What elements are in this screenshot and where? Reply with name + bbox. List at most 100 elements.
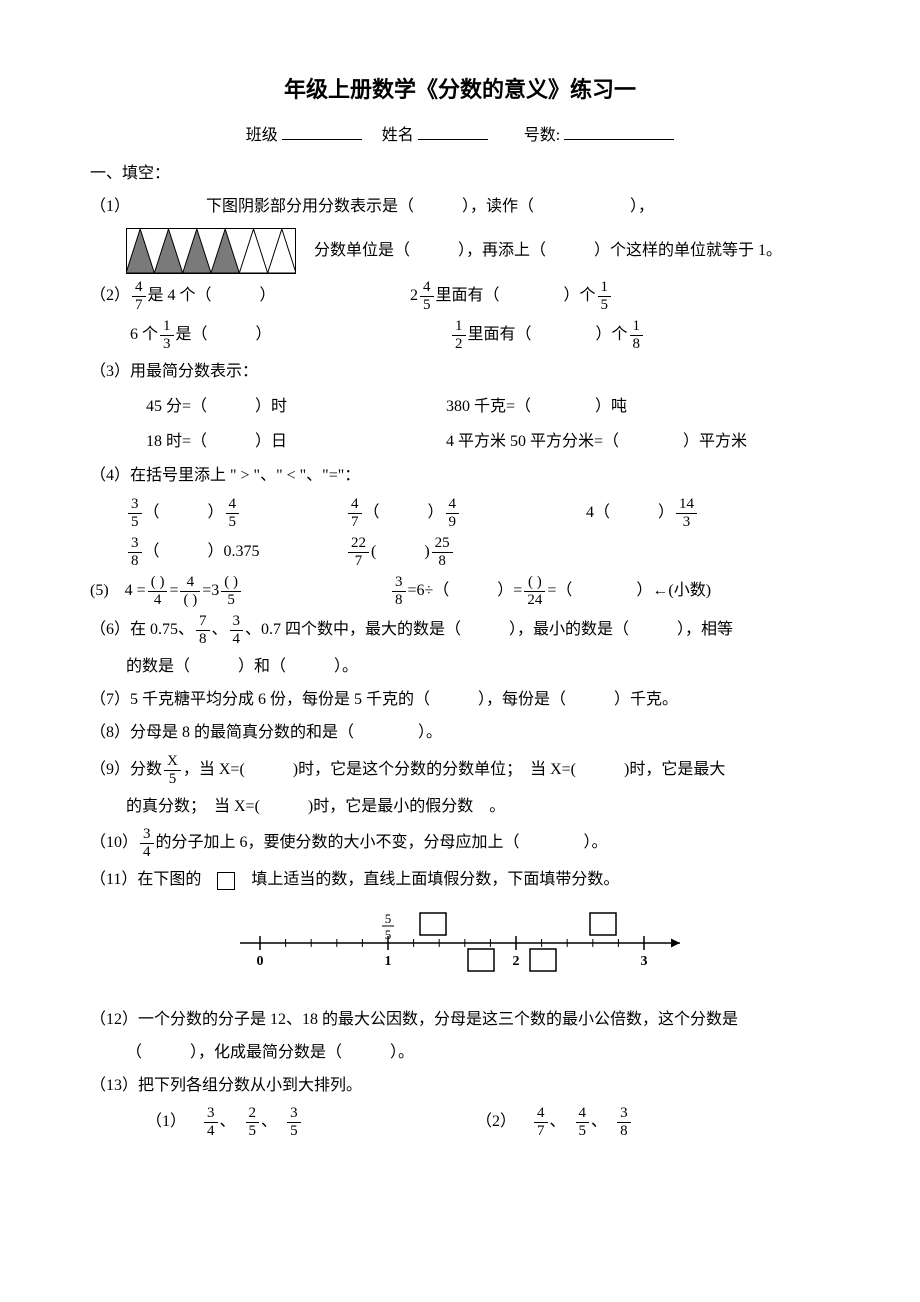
q2-row1: （2） 47 是 4 个（ ） 2 45 里面有（ ）个 15 xyxy=(90,280,830,313)
q2-a2-mid: 里面有（ ）个 xyxy=(436,282,596,311)
q5-prefix: (5) xyxy=(90,577,125,606)
q2-prefix: （2） xyxy=(90,282,130,311)
q6: （6）在 0.75、 78 、 34 、0.7 四个数中，最大的数是（ ），最小… xyxy=(90,614,830,647)
q11-head: （11）在下图的 填上适当的数，直线上面填假分数，下面填带分数。 xyxy=(90,866,830,895)
q1-text-a: 下图阴影部分用分数表示是（ ），读作（ ）， xyxy=(206,198,654,215)
q11-txt2: 填上适当的数，直线上面填假分数，下面填带分数。 xyxy=(235,866,619,895)
q5-lead: 4 = xyxy=(125,577,146,606)
q1-row2: 分数单位是（ ），再添上（ ）个这样的单位就等于 1。 xyxy=(90,228,830,274)
frac: 227 xyxy=(348,536,369,569)
q9-prefix: （9）分数 xyxy=(90,756,162,785)
sep: 、 xyxy=(212,616,228,645)
svg-text:1: 1 xyxy=(385,954,392,969)
q4-r4: 0.375 xyxy=(224,538,260,567)
q1-text-b: 分数单位是（ ），再添上（ ）个这样的单位就等于 1。 xyxy=(314,237,830,266)
svg-text:5: 5 xyxy=(385,927,392,942)
frac: 143 xyxy=(676,497,697,530)
q4-row1: 35 （ ） 45 47 （ ） 49 4 （ ） 143 xyxy=(90,497,830,530)
frac: 47 xyxy=(132,280,146,313)
shaded-triangles xyxy=(126,228,296,274)
svg-text:0: 0 xyxy=(257,954,264,969)
q5b-mid: =6÷（ ）= xyxy=(408,577,523,606)
name-label: 姓名 xyxy=(382,127,414,144)
frac: 45 xyxy=(420,280,434,313)
q4-head: （4）在括号里添上 " > "、" < "、"="： xyxy=(90,462,830,491)
num-blank xyxy=(564,123,674,140)
q6-line2: 的数是（ ）和（ ）。 xyxy=(90,653,830,682)
frac: 15 xyxy=(598,280,612,313)
q2-b2-mid: 里面有（ ）个 xyxy=(468,321,628,350)
q12-a: （12）一个分数的分子是 12、18 的最大公因数，分母是这三个数的最小公倍数，… xyxy=(90,1006,830,1035)
q3-c: 18 时=（ ）日 xyxy=(146,428,287,457)
name-blank xyxy=(418,123,488,140)
frac: 49 xyxy=(446,497,460,530)
eq: =3 xyxy=(202,577,219,606)
svg-text:5: 5 xyxy=(385,911,392,926)
cmp-blank: ( ) xyxy=(371,538,430,567)
class-blank xyxy=(282,123,362,140)
q1-prefix: （1） xyxy=(90,198,122,215)
frac: 45 xyxy=(576,1106,590,1139)
q3-d: 4 平方米 50 平方分米=（ ）平方米 xyxy=(446,428,747,457)
frac: 35 xyxy=(287,1106,301,1139)
q5b-tail: =（ ）←(小数) xyxy=(547,577,711,606)
frac: 4( ) xyxy=(180,575,200,608)
frac: 47 xyxy=(348,497,362,530)
frac: ( )24 xyxy=(524,575,545,608)
frac: 25 xyxy=(246,1106,260,1139)
q9-a: ，当 X=( )时，它是这个分数的分数单位； 当 X=( )时，它是最大 xyxy=(183,756,725,785)
section-1-head: 一、填空： xyxy=(90,160,830,189)
q6-prefix: （6）在 0.75、 xyxy=(90,616,194,645)
frac: 45 xyxy=(226,497,240,530)
number-line: 0 1 2 3 5 5 xyxy=(90,903,830,994)
frac: ( )5 xyxy=(221,575,241,608)
cmp-blank: （ ） xyxy=(144,499,224,528)
q3-row2: 18 时=（ ）日 4 平方米 50 平方分米=（ ）平方米 xyxy=(90,428,830,457)
q5: (5) 4 = ( )4 = 4( ) =3 ( )5 38 =6÷（ ）= (… xyxy=(90,575,830,608)
q1: （1） 下图阴影部分用分数表示是（ ），读作（ ）， xyxy=(90,193,830,222)
student-header: 班级 姓名 号数: xyxy=(90,122,830,151)
cmp-blank: （ ） xyxy=(144,538,224,567)
q2-row2: 6 个 13 是（ ） 12 里面有（ ）个 18 xyxy=(90,319,830,352)
frac: 35 xyxy=(128,497,142,530)
q9-b: 的真分数； 当 X=( )时，它是最小的假分数 。 xyxy=(90,793,830,822)
frac: 38 xyxy=(392,575,406,608)
q6-tail1: 、0.7 四个数中，最大的数是（ ），最小的数是（ ），相等 xyxy=(245,616,733,645)
frac: 13 xyxy=(160,319,174,352)
num-label: 号数: xyxy=(524,127,560,144)
q13-g2-label: （2） xyxy=(476,1108,516,1137)
q2-b1-pre: 6 个 xyxy=(130,321,158,350)
q4-l3: 4 xyxy=(586,499,594,528)
frac: 18 xyxy=(630,319,644,352)
q11-txt: （11）在下图的 xyxy=(90,866,217,895)
frac: 12 xyxy=(452,319,466,352)
page-title: 年级上册数学《分数的意义》练习一 xyxy=(90,70,830,110)
q4-row2: 38 （ ） 0.375 227 ( ) 258 xyxy=(90,536,830,569)
q13-row: （1） 34、 25、 35 （2） 47、 45、 38 xyxy=(90,1106,830,1139)
q3-head: （3）用最简分数表示： xyxy=(90,358,830,387)
frac: 38 xyxy=(128,536,142,569)
q12-b: （ ），化成最简分数是（ ）。 xyxy=(90,1039,830,1068)
frac: ( )4 xyxy=(148,575,168,608)
svg-text:2: 2 xyxy=(513,954,520,969)
q2-a1-txt: 是 4 个（ ） xyxy=(148,282,276,311)
frac: 47 xyxy=(534,1106,548,1139)
q3-row1: 45 分=（ ）时 380 千克=（ ）吨 xyxy=(90,393,830,422)
box-icon xyxy=(217,872,235,890)
svg-text:3: 3 xyxy=(641,954,648,969)
q3-a: 45 分=（ ）时 xyxy=(146,393,287,422)
frac: 78 xyxy=(196,614,210,647)
q2-b1-txt: 是（ ） xyxy=(176,321,272,350)
q3-b: 380 千克=（ ）吨 xyxy=(446,393,627,422)
cmp-blank: （ ） xyxy=(594,499,674,528)
q10-txt: 的分子加上 6，要使分数的大小不变，分母应加上（ ）。 xyxy=(156,829,608,858)
cmp-blank: （ ） xyxy=(364,499,444,528)
q7: （7）5 千克糖平均分成 6 份，每份是 5 千克的（ ），每份是（ ）千克。 xyxy=(90,686,830,715)
q13-head: （13）把下列各组分数从小到大排列。 xyxy=(90,1072,830,1101)
q9: （9）分数 X5 ，当 X=( )时，它是这个分数的分数单位； 当 X=( )时… xyxy=(90,754,830,787)
class-label: 班级 xyxy=(246,127,278,144)
frac: 34 xyxy=(140,827,154,860)
q2-a2-pre: 2 xyxy=(410,282,418,311)
q13-g1-label: （1） xyxy=(146,1108,186,1137)
q10-prefix: （10） xyxy=(90,829,138,858)
